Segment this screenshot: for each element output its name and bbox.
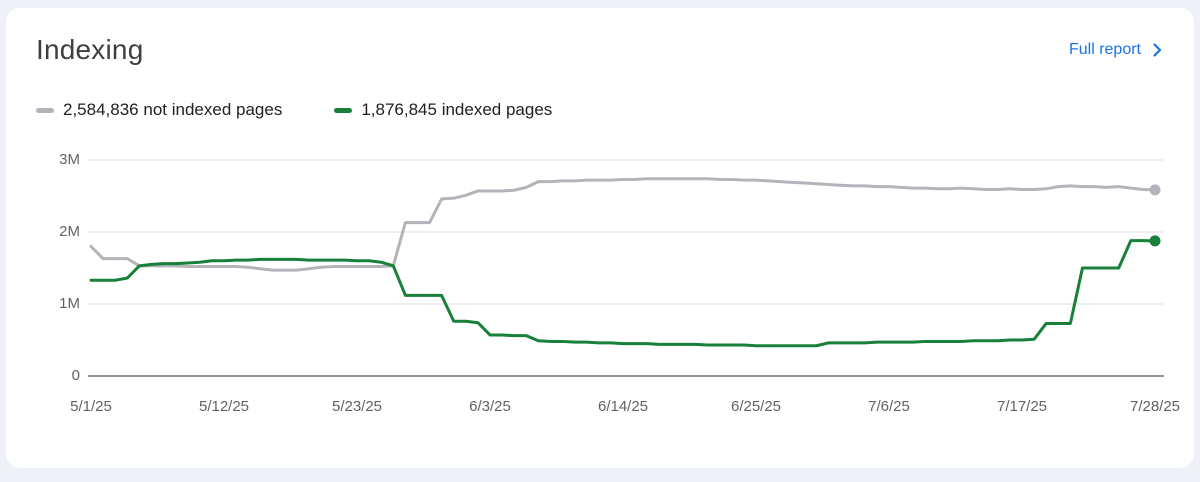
full-report-label: Full report (1068, 41, 1141, 58)
not-indexed-count: 2,584,836 (63, 100, 139, 119)
x-tick-label: 7/6/25 (868, 398, 910, 415)
x-tick-label: 6/14/25 (597, 398, 649, 415)
indexed-legend-text: 1,876,845 indexed pages (361, 100, 552, 120)
not-indexed-end-dot (1149, 184, 1161, 196)
indexing-chart: 3M 2M 1M 0 5/1/25 5/12/25 5/23/25 6/3/25 6/14/2… (36, 151, 1180, 417)
line-chart[interactable] (88, 156, 1164, 388)
x-tick-label: 5/12/25 (198, 398, 250, 415)
indexed-end-dot (1149, 235, 1161, 247)
indexed-label: indexed pages (441, 100, 553, 119)
x-tick-label: 6/25/25 (730, 398, 782, 415)
indexed-swatch (334, 107, 353, 113)
not-indexed-legend-text: 2,584,836 not indexed pages (63, 100, 282, 120)
indexing-card: Indexing Full report 2,584,836 not index… (6, 8, 1194, 468)
x-tick-label: 6/3/25 (469, 398, 511, 415)
not-indexed-swatch (36, 107, 54, 113)
card-header: Indexing Full report (36, 34, 1164, 66)
legend-item-indexed[interactable]: 1,876,845 indexed pages (334, 100, 552, 120)
not-indexed-line (89, 177, 1157, 272)
x-tick-label: 5/1/25 (70, 398, 112, 415)
legend: 2,584,836 not indexed pages 1,876,845 in… (36, 100, 1164, 120)
y-tick-label: 1M (59, 295, 80, 312)
page-title: Indexing (36, 34, 144, 65)
y-tick-label: 0 (71, 367, 80, 384)
y-tick-label: 2M (59, 223, 80, 240)
indexed-count: 1,876,845 (361, 100, 437, 119)
x-tick-label: 5/23/25 (331, 398, 383, 415)
indexed-line (89, 239, 1157, 348)
x-tick-label: 7/28/25 (1129, 398, 1181, 415)
chevron-right-icon (1153, 43, 1162, 57)
plot-area[interactable]: 5/1/25 5/12/25 5/23/25 6/3/25 6/14/25 6/25/25… (70, 156, 1180, 417)
x-tick-label: 7/17/25 (996, 398, 1048, 415)
y-tick-label: 3M (59, 151, 80, 168)
full-report-link[interactable]: Full report (1067, 37, 1164, 63)
legend-item-not-indexed[interactable]: 2,584,836 not indexed pages (36, 100, 282, 120)
not-indexed-label: not indexed pages (143, 100, 283, 119)
x-axis-labels: 5/1/25 5/12/25 5/23/25 6/3/25 6/14/25 6/25/25… (70, 397, 1180, 417)
y-axis-labels: 3M 2M 1M 0 (36, 151, 80, 417)
